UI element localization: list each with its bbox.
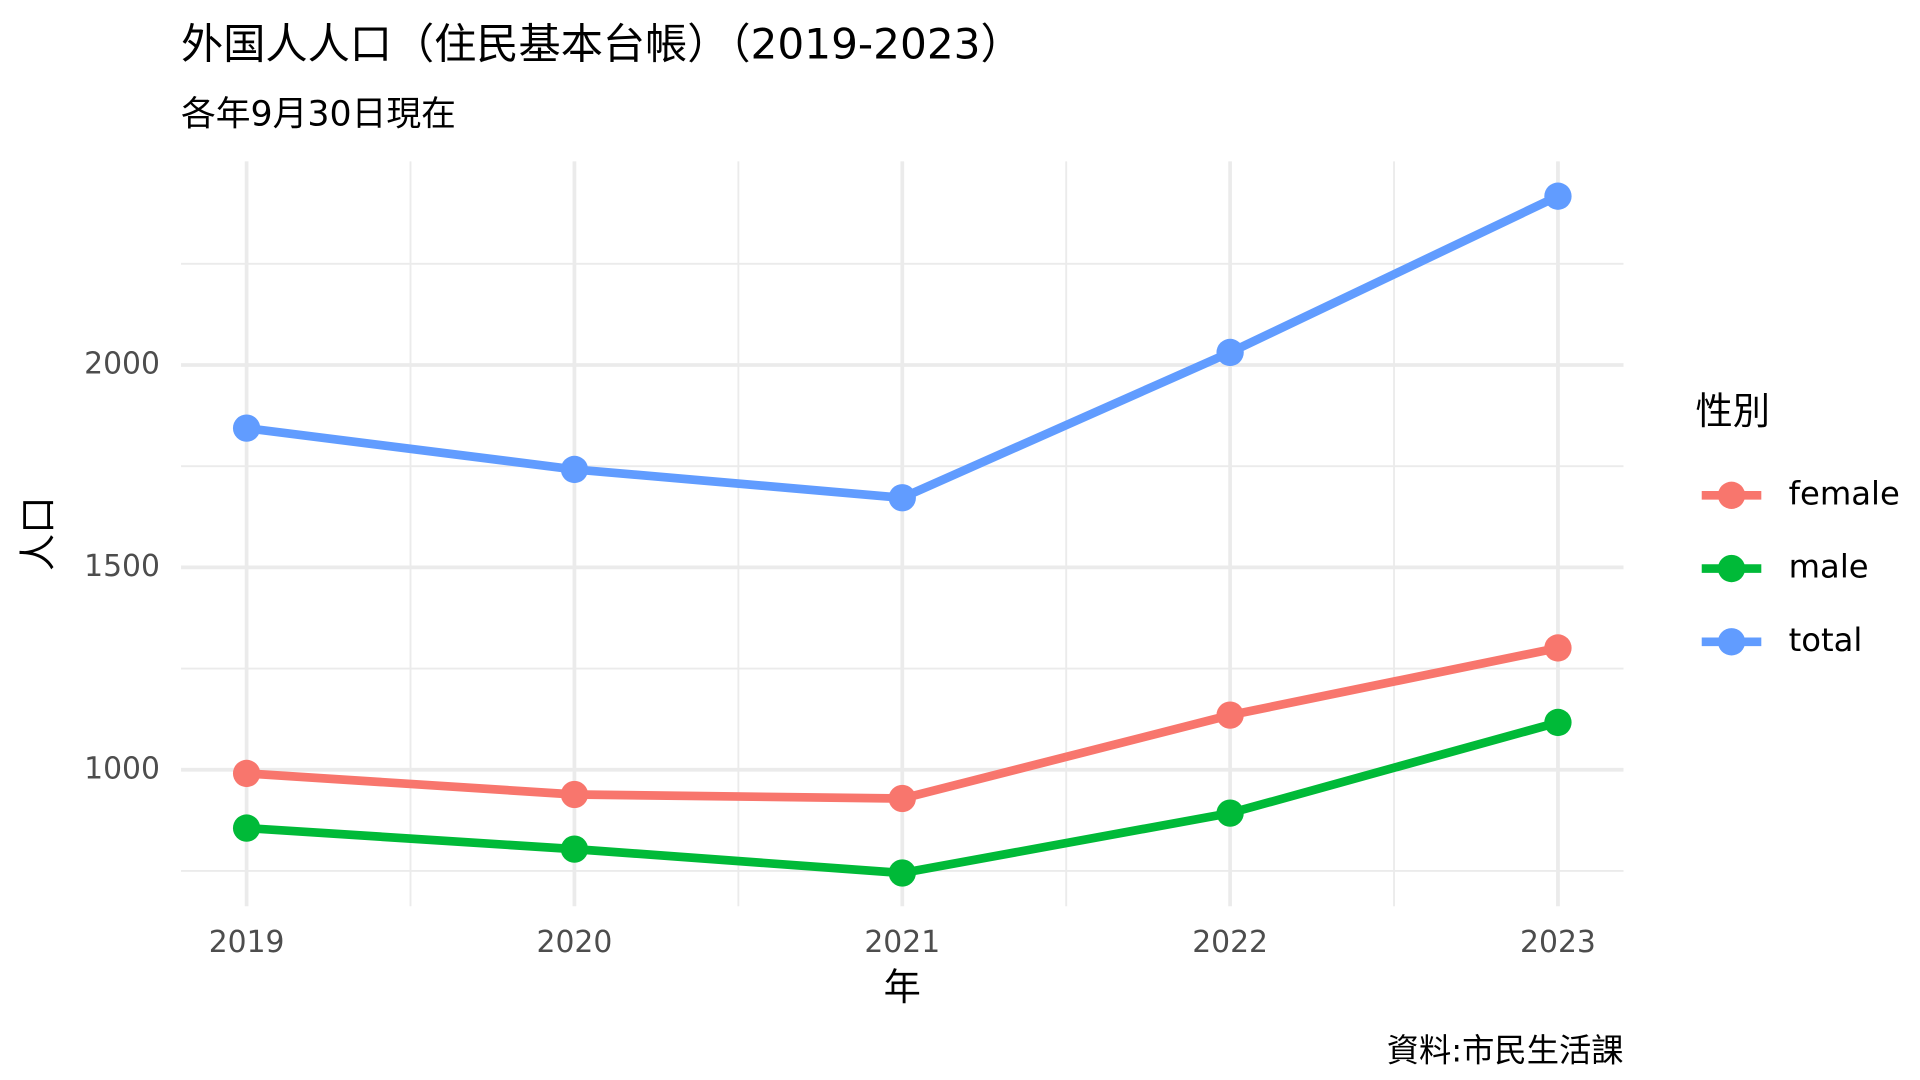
- data-point: [560, 780, 589, 809]
- data-point: [232, 414, 261, 442]
- data-point: [560, 455, 589, 484]
- data-point: [1544, 634, 1572, 662]
- y-tick-label: 2000: [84, 346, 160, 381]
- data-point: [560, 835, 589, 863]
- x-axis-title: 年: [884, 965, 921, 1009]
- legend-label: total: [1789, 621, 1863, 659]
- y-axis-title: 人口: [16, 497, 60, 571]
- x-tick-label: 2023: [1520, 925, 1596, 960]
- legend-swatch-point: [1717, 628, 1746, 656]
- data-point: [1544, 708, 1572, 737]
- caption: 資料:市民生活課: [1387, 1032, 1624, 1070]
- legend-title: 性別: [1696, 389, 1770, 433]
- y-tick-label: 1500: [84, 549, 160, 584]
- data-point: [888, 784, 916, 813]
- x-tick-label: 2021: [864, 925, 940, 960]
- chart-subtitle: 各年9月30日現在: [181, 94, 456, 134]
- chart-title: 外国人人口（住民基本台帳）（2019-2023）: [181, 20, 1023, 69]
- x-tick-label: 2019: [209, 925, 285, 960]
- data-point: [1544, 182, 1572, 210]
- data-point: [888, 484, 916, 512]
- data-point: [232, 814, 261, 842]
- legend-label: female: [1789, 474, 1900, 512]
- data-point: [232, 759, 261, 788]
- data-point: [1216, 338, 1244, 367]
- y-tick-label: 1000: [84, 751, 160, 786]
- legend-swatch-point: [1717, 481, 1746, 509]
- x-tick-label: 2020: [537, 925, 613, 960]
- legend-swatch-point: [1717, 554, 1746, 583]
- x-tick-label: 2022: [1192, 925, 1268, 960]
- legend-label: male: [1789, 548, 1869, 586]
- data-point: [1216, 701, 1244, 729]
- data-point: [888, 859, 916, 887]
- data-point: [1216, 799, 1244, 827]
